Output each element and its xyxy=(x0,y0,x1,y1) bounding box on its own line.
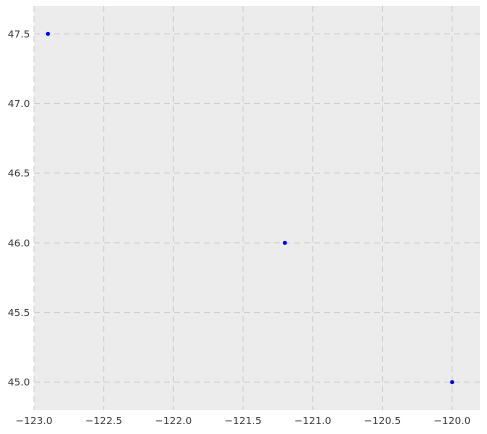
x-axis-tick-labels: −123.0 −122.5 −122.0 −121.5 −121.0 −120.5 −120… xyxy=(15,416,470,427)
data-point xyxy=(282,240,287,245)
data-points xyxy=(45,31,455,385)
plot-area xyxy=(34,6,480,410)
x-tick-label: −121.5 xyxy=(225,416,262,427)
x-gridlines xyxy=(33,6,453,410)
x-tick-label: −122.5 xyxy=(85,416,122,427)
x-tick-label: −122.0 xyxy=(155,416,192,427)
y-axis-tick-labels: 45.0 45.5 46.0 46.5 47.0 47.5 xyxy=(8,29,30,388)
y-gridlines xyxy=(34,33,480,383)
y-tick-label: 46.0 xyxy=(8,238,30,249)
x-tick-label: −120.0 xyxy=(434,416,471,427)
data-point xyxy=(450,380,455,385)
y-tick-label: 47.0 xyxy=(8,99,30,110)
y-tick-label: 45.5 xyxy=(8,308,30,319)
data-point xyxy=(45,31,50,36)
y-tick-label: 45.0 xyxy=(8,378,30,389)
x-tick-label: −123.0 xyxy=(15,416,52,427)
y-tick-label: 46.5 xyxy=(8,169,30,180)
x-tick-label: −120.5 xyxy=(364,416,401,427)
x-tick-label: −121.0 xyxy=(294,416,331,427)
y-tick-label: 47.5 xyxy=(8,29,30,40)
